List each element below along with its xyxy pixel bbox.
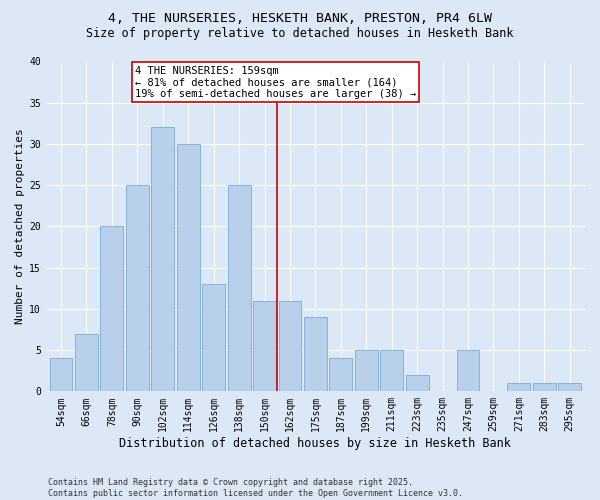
Bar: [558, 383, 581, 392]
Bar: [227, 185, 251, 392]
Bar: [278, 300, 301, 392]
Bar: [457, 350, 479, 392]
Bar: [100, 226, 124, 392]
Bar: [75, 334, 98, 392]
Bar: [380, 350, 403, 392]
Bar: [533, 383, 556, 392]
Bar: [355, 350, 378, 392]
Bar: [253, 300, 276, 392]
Bar: [126, 185, 149, 392]
Bar: [508, 383, 530, 392]
Bar: [304, 317, 327, 392]
Text: 4, THE NURSERIES, HESKETH BANK, PRESTON, PR4 6LW: 4, THE NURSERIES, HESKETH BANK, PRESTON,…: [108, 12, 492, 26]
Y-axis label: Number of detached properties: Number of detached properties: [15, 128, 25, 324]
X-axis label: Distribution of detached houses by size in Hesketh Bank: Distribution of detached houses by size …: [119, 437, 511, 450]
Text: Size of property relative to detached houses in Hesketh Bank: Size of property relative to detached ho…: [86, 28, 514, 40]
Text: 4 THE NURSERIES: 159sqm
← 81% of detached houses are smaller (164)
19% of semi-d: 4 THE NURSERIES: 159sqm ← 81% of detache…: [135, 66, 416, 99]
Bar: [406, 375, 428, 392]
Bar: [177, 144, 200, 392]
Bar: [151, 128, 174, 392]
Bar: [329, 358, 352, 392]
Text: Contains HM Land Registry data © Crown copyright and database right 2025.
Contai: Contains HM Land Registry data © Crown c…: [48, 478, 463, 498]
Bar: [50, 358, 73, 392]
Bar: [202, 284, 225, 392]
